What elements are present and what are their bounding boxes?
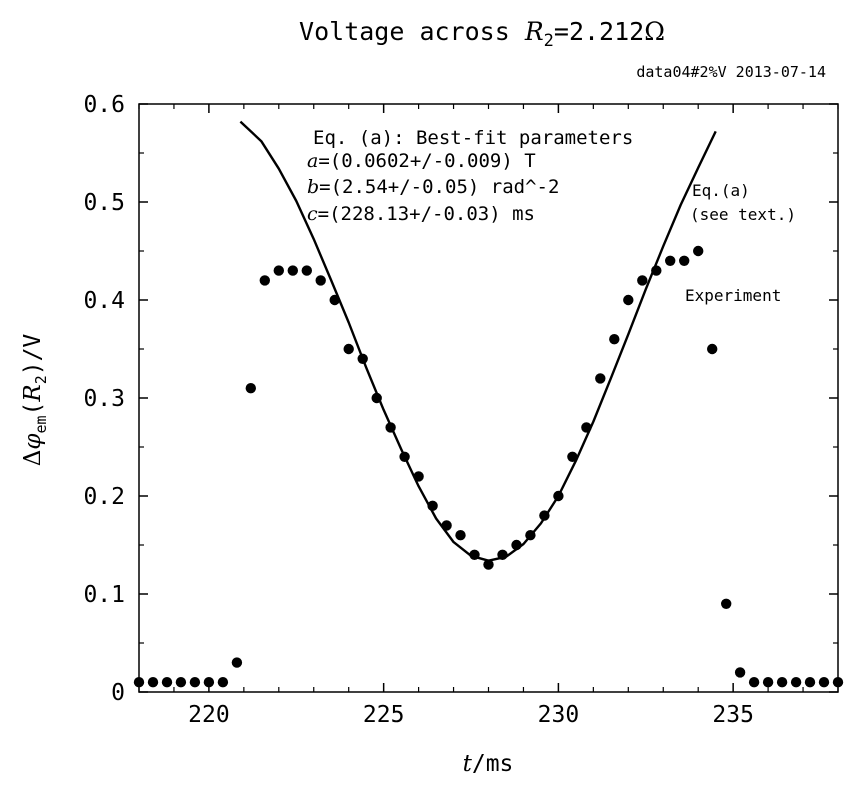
data-point: [832, 677, 844, 688]
experiment-label: Experiment: [685, 286, 781, 305]
data-point: [707, 343, 718, 355]
data-point: [427, 500, 438, 511]
x-tick-label: 230: [538, 702, 580, 728]
data-point: [734, 667, 746, 678]
data-point: [175, 677, 187, 688]
y-tick-label: 0.5: [83, 190, 125, 216]
chart-title: Voltage across R2=2.212Ω: [299, 17, 665, 51]
data-point: [748, 677, 760, 688]
experiment-points: [133, 245, 844, 688]
fit-param-a: a=(0.0602+/-0.009) T: [307, 150, 536, 172]
fit-curve-label: Eq.(a): [692, 181, 750, 200]
axis-ticks: [138, 103, 839, 693]
data-point: [301, 265, 312, 276]
fit-param-c: c=(228.13+/-0.03) ms: [307, 203, 535, 225]
chart-subtitle: data04#2%V 2013-07-14: [636, 63, 826, 81]
data-point: [581, 422, 592, 433]
x-tick-labels: 220 225 230 235: [188, 702, 754, 728]
data-point: [511, 539, 522, 551]
data-point: [553, 490, 564, 502]
data-point: [203, 677, 215, 688]
y-tick-labels: 0 0.1 0.2 0.3 0.4 0.5 0.6: [83, 92, 125, 706]
x-tick-label: 225: [363, 702, 405, 728]
y-tick-label: 0.1: [83, 582, 125, 608]
data-point: [693, 245, 704, 257]
data-point: [399, 451, 410, 462]
data-point: [679, 255, 690, 266]
data-point: [133, 677, 145, 688]
data-point: [329, 294, 340, 306]
data-point: [189, 677, 201, 688]
data-point: [483, 559, 494, 570]
data-point: [637, 275, 648, 286]
data-point: [385, 422, 396, 433]
data-point: [161, 677, 173, 688]
fit-parameters-box: Eq. (a): Best-fit parameters a=(0.0602+/…: [307, 127, 633, 225]
data-point: [147, 677, 159, 688]
data-point: [776, 677, 788, 688]
x-tick-label: 235: [712, 702, 754, 728]
data-point: [539, 510, 550, 521]
data-point: [623, 294, 634, 306]
data-point: [217, 677, 229, 688]
y-tick-label: 0: [111, 680, 125, 706]
data-point: [762, 677, 774, 688]
data-point: [273, 265, 284, 276]
data-point: [413, 471, 424, 482]
fit-curve-label-note: (see text.): [690, 205, 796, 224]
x-axis-label: t/ms: [463, 751, 514, 777]
y-tick-label: 0.6: [83, 92, 125, 118]
data-point: [651, 265, 662, 276]
y-tick-label: 0.3: [83, 386, 125, 412]
data-point: [721, 598, 732, 609]
data-point: [790, 677, 802, 688]
fit-parameters-header: Eq. (a): Best-fit parameters: [313, 127, 633, 149]
data-point: [245, 383, 256, 394]
data-point: [259, 275, 270, 286]
data-point: [609, 334, 620, 345]
fit-curve-eq-a: [239, 120, 717, 562]
data-point: [287, 265, 298, 276]
data-point: [818, 677, 830, 688]
data-point: [315, 275, 326, 286]
data-point: [357, 353, 368, 364]
data-point: [231, 657, 243, 668]
data-point: [665, 255, 676, 266]
y-tick-label: 0.2: [83, 484, 125, 510]
y-tick-label: 0.4: [83, 288, 125, 314]
x-tick-label: 220: [188, 702, 230, 728]
data-point: [595, 373, 606, 384]
fit-param-b: b=(2.54+/-0.05) rad^-2: [307, 176, 559, 198]
data-point: [804, 677, 816, 688]
data-point: [371, 392, 382, 404]
data-point: [525, 530, 536, 541]
data-point: [441, 520, 452, 531]
data-point: [497, 549, 508, 560]
data-point: [469, 549, 480, 560]
data-point: [455, 530, 466, 541]
y-axis-label: Δφem(R2)/V: [20, 334, 50, 467]
data-point: [343, 343, 354, 355]
data-point: [567, 451, 578, 462]
